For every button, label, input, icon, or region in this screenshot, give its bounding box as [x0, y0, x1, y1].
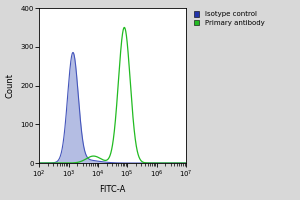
X-axis label: FITC-A: FITC-A	[99, 185, 126, 194]
Legend: Isotype control, Primary antibody: Isotype control, Primary antibody	[192, 10, 266, 27]
Y-axis label: Count: Count	[6, 73, 15, 98]
